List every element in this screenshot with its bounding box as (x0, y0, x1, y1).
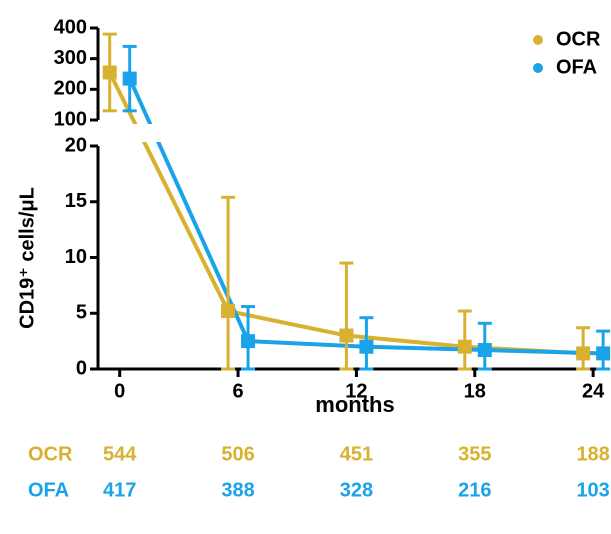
y-tick-label: 5 (76, 302, 87, 324)
risk-value: 417 (103, 479, 136, 501)
point (359, 339, 374, 354)
x-tick-label: 12 (345, 380, 367, 402)
legend-marker (533, 63, 543, 73)
x-tick-label: 0 (114, 380, 125, 402)
legend-label: OFA (556, 56, 597, 78)
legend-label: OCR (556, 28, 601, 50)
risk-value: 506 (221, 443, 254, 465)
axis-break (100, 124, 603, 142)
x-tick-label: 24 (582, 380, 605, 402)
point (576, 346, 591, 361)
point (102, 65, 117, 80)
x-tick-label: 6 (232, 380, 243, 402)
y-tick-label: 20 (65, 134, 87, 156)
y-tick-label: 100 (54, 108, 87, 130)
series-line (127, 77, 604, 356)
risk-value: 328 (340, 479, 373, 501)
risk-row-label: OFA (28, 479, 69, 501)
point (596, 346, 611, 361)
point (241, 334, 256, 349)
y-tick-label: 15 (65, 190, 87, 212)
legend-marker (533, 35, 543, 45)
y-tick-label: 0 (76, 357, 87, 379)
y-axis-label: CD19⁺ cells/μL (16, 187, 38, 329)
risk-value: 388 (221, 479, 254, 501)
risk-row-label: OCR (28, 443, 73, 465)
risk-value: 103 (576, 479, 609, 501)
point (477, 343, 492, 358)
risk-value: 544 (103, 443, 137, 465)
point (457, 339, 472, 354)
point (339, 328, 354, 343)
y-tick-label: 200 (54, 78, 87, 100)
x-axis-label: months (315, 392, 394, 417)
x-tick-label: 18 (464, 380, 486, 402)
risk-value: 188 (576, 443, 609, 465)
point (122, 71, 137, 86)
risk-value: 355 (458, 443, 491, 465)
risk-value: 451 (340, 443, 373, 465)
y-tick-label: 300 (54, 47, 87, 69)
y-tick-label: 10 (65, 246, 87, 268)
y-tick-label: 400 (54, 16, 87, 38)
point (221, 304, 236, 319)
risk-value: 216 (458, 479, 491, 501)
